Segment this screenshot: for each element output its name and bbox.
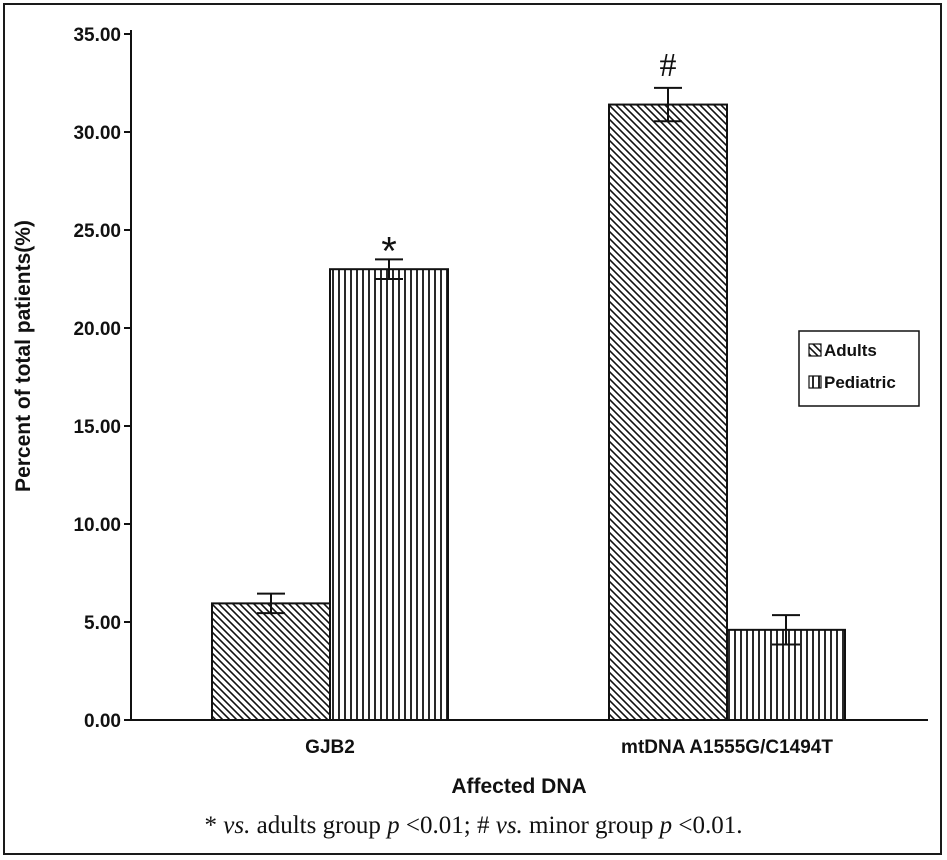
y-tick-label: 0.00: [84, 711, 121, 732]
bars: [211, 86, 846, 722]
footnote-vs: vs.: [495, 812, 523, 839]
footnote-part: <0.01.: [672, 812, 743, 839]
significance-marker: #: [660, 47, 677, 84]
footnote-part: <0.01; #: [399, 812, 496, 839]
y-tick-label: 15.00: [73, 417, 121, 438]
footnote: * vs. adults group p <0.01; # vs. minor …: [0, 812, 947, 840]
x-tick-label: mtDNA A1555G/C1494T: [621, 737, 833, 758]
footnote-part: *: [204, 812, 224, 839]
bar-adults: [608, 103, 728, 721]
y-tick-label: 10.00: [73, 515, 121, 536]
labels: 0.00 5.00 10.00 15.00 20.00 25.00 30.00 35.00 GJ…: [12, 25, 833, 798]
y-axis-title: Percent of total patients(%): [12, 220, 35, 492]
y-tick-label: 20.00: [73, 319, 121, 340]
y-tick-label: 25.00: [73, 221, 121, 242]
y-tick-label: 35.00: [73, 25, 121, 46]
bar-chart: 0.00 5.00 10.00 15.00 20.00 25.00 30.00 35.00 GJ…: [12, 25, 928, 798]
legend-label: Pediatric: [824, 373, 896, 392]
y-tick-label: 30.00: [73, 123, 121, 144]
legend: Adults Pediatric: [798, 330, 920, 407]
footnote-part: adults group: [250, 812, 388, 839]
footnote-p: p: [659, 812, 673, 839]
footnote-p: p: [387, 812, 400, 839]
legend-label: Adults: [824, 341, 877, 360]
legend-swatch-pediatric: [808, 375, 822, 389]
bar-adults: [211, 602, 331, 722]
x-axis-title: Affected DNA: [451, 775, 586, 798]
significance-marker: *: [381, 229, 397, 273]
bar-pediatric: [329, 268, 449, 721]
footnote-part: minor group: [522, 812, 660, 839]
footnote-vs: vs.: [223, 812, 251, 839]
y-tick-label: 5.00: [84, 613, 121, 634]
x-tick-label: GJB2: [305, 737, 355, 758]
legend-swatch-adults: [808, 343, 822, 357]
